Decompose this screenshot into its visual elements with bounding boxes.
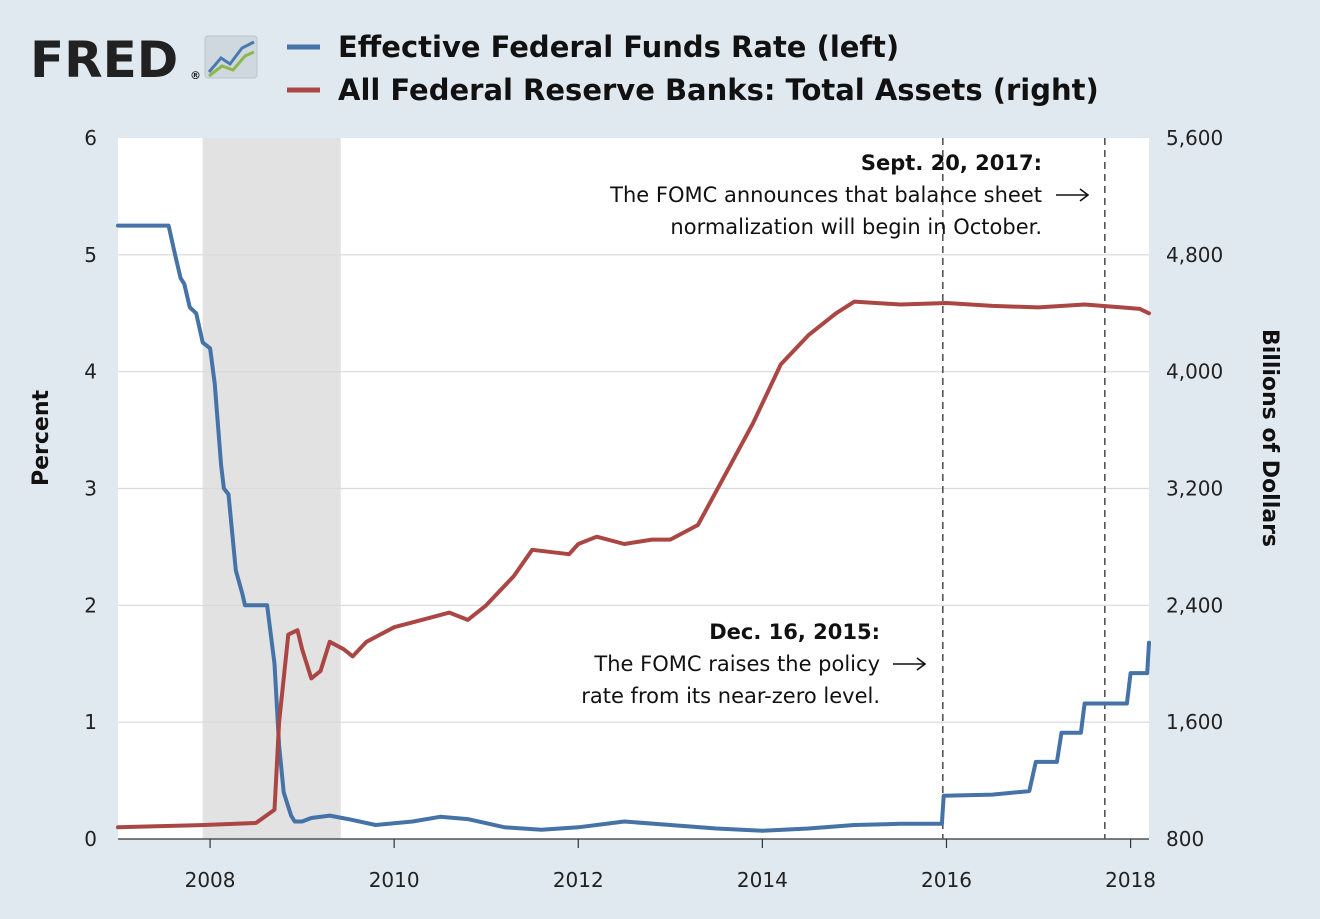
series-lines xyxy=(116,223,1151,833)
right-tick-label: 800 xyxy=(1166,827,1204,851)
x-tick-label: 2012 xyxy=(553,868,604,892)
left-axis-title: Percent xyxy=(29,390,54,487)
legend: Effective Federal Funds Rate (left) All … xyxy=(287,30,1099,107)
series-line-fedfunds[interactable] xyxy=(116,223,1151,833)
arrow-right-icon xyxy=(1056,188,1090,202)
right-tick-label: 4,000 xyxy=(1166,360,1223,384)
annotation-2015: Dec. 16, 2015: The FOMC raises the polic… xyxy=(581,620,927,708)
legend-item-fedfunds[interactable]: Effective Federal Funds Rate (left) xyxy=(287,30,899,64)
right-tick-label: 1,600 xyxy=(1166,710,1223,734)
x-tick-label: 2014 xyxy=(737,868,788,892)
legend-item-assets[interactable]: All Federal Reserve Banks: Total Assets … xyxy=(287,73,1099,107)
legend-label-fedfunds: Effective Federal Funds Rate (left) xyxy=(338,30,899,64)
annotation-2017-title: Sept. 20, 2017: xyxy=(861,151,1042,175)
gridlines xyxy=(118,254,1149,723)
annotation-2015-line1: The FOMC raises the policy xyxy=(593,652,880,676)
fred-logo[interactable]: FRED ® xyxy=(30,31,258,89)
right-tick-label: 4,800 xyxy=(1166,243,1223,267)
line-graph-icon xyxy=(204,35,258,79)
annotation-2015-title: Dec. 16, 2015: xyxy=(709,620,880,644)
right-axis-title: Billions of Dollars xyxy=(1257,329,1282,547)
left-tick-label: 5 xyxy=(84,243,97,267)
left-tick-label: 6 xyxy=(84,126,97,150)
legend-label-assets: All Federal Reserve Banks: Total Assets … xyxy=(338,73,1099,107)
fred-logo-text: FRED xyxy=(30,31,178,89)
annotation-lines xyxy=(941,138,1106,839)
right-axis-ticks: 800 1,600 2,400 3,200 4,000 4,800 5,600 xyxy=(1166,126,1223,851)
registered-mark: ® xyxy=(190,69,201,82)
left-tick-label: 1 xyxy=(84,710,97,734)
annotation-2017: Sept. 20, 2017: The FOMC announces that … xyxy=(609,151,1090,239)
left-tick-label: 3 xyxy=(84,477,97,501)
series-line-assets[interactable] xyxy=(116,299,1151,830)
left-axis-ticks: 0 1 2 3 4 5 6 xyxy=(84,126,97,851)
left-tick-label: 4 xyxy=(84,360,97,384)
x-tick-label: 2010 xyxy=(369,868,420,892)
right-tick-label: 5,600 xyxy=(1166,126,1223,150)
arrow-right-icon xyxy=(893,657,927,671)
x-tick-label: 2016 xyxy=(921,868,972,892)
left-tick-label: 2 xyxy=(84,593,97,617)
left-tick-label: 0 xyxy=(84,827,97,851)
x-axis-ticks: 2008 2010 2012 2014 2016 2018 xyxy=(118,838,1156,892)
annotation-2015-line2: rate from its near-zero level. xyxy=(581,684,880,708)
annotation-2017-line1: The FOMC announces that balance sheet xyxy=(609,183,1042,207)
right-tick-label: 2,400 xyxy=(1166,593,1223,617)
x-tick-label: 2008 xyxy=(185,868,236,892)
x-tick-label: 2018 xyxy=(1105,868,1156,892)
right-tick-label: 3,200 xyxy=(1166,477,1223,501)
annotation-2017-line2: normalization will begin in October. xyxy=(670,215,1042,239)
